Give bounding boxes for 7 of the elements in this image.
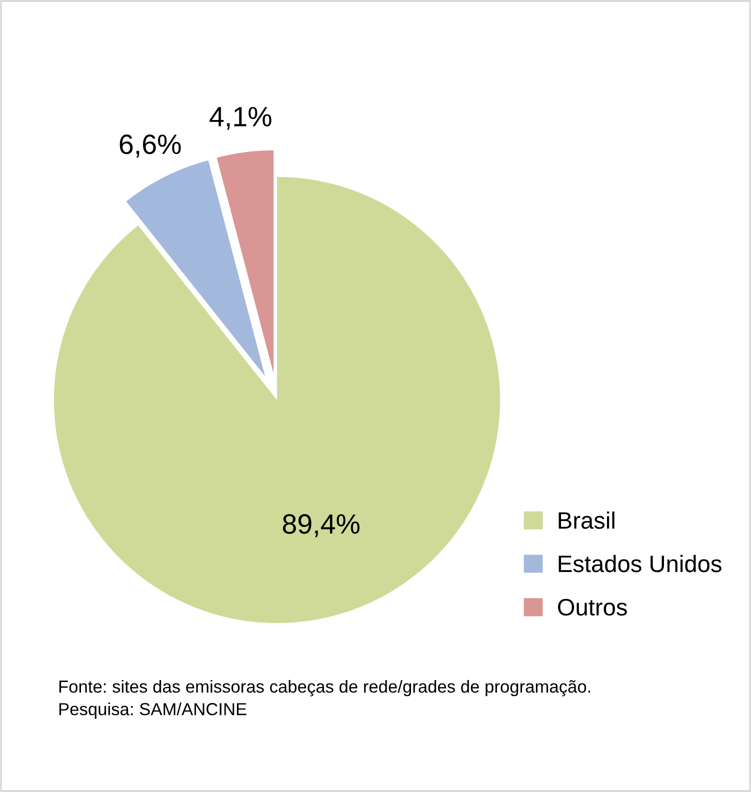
legend-label: Brasil bbox=[558, 511, 614, 529]
source-note: Fonte: sites das emissoras cabeças de rede/grades de programação. Pesquisa: SAM/ANCINE bbox=[59, 680, 590, 719]
legend-label: Outros bbox=[558, 598, 627, 616]
data-label: 4,1% bbox=[210, 106, 272, 130]
data-label: 6,6% bbox=[120, 134, 181, 158]
legend-label: Estados Unidos bbox=[558, 554, 722, 572]
data-label: 89,4% bbox=[282, 514, 360, 538]
